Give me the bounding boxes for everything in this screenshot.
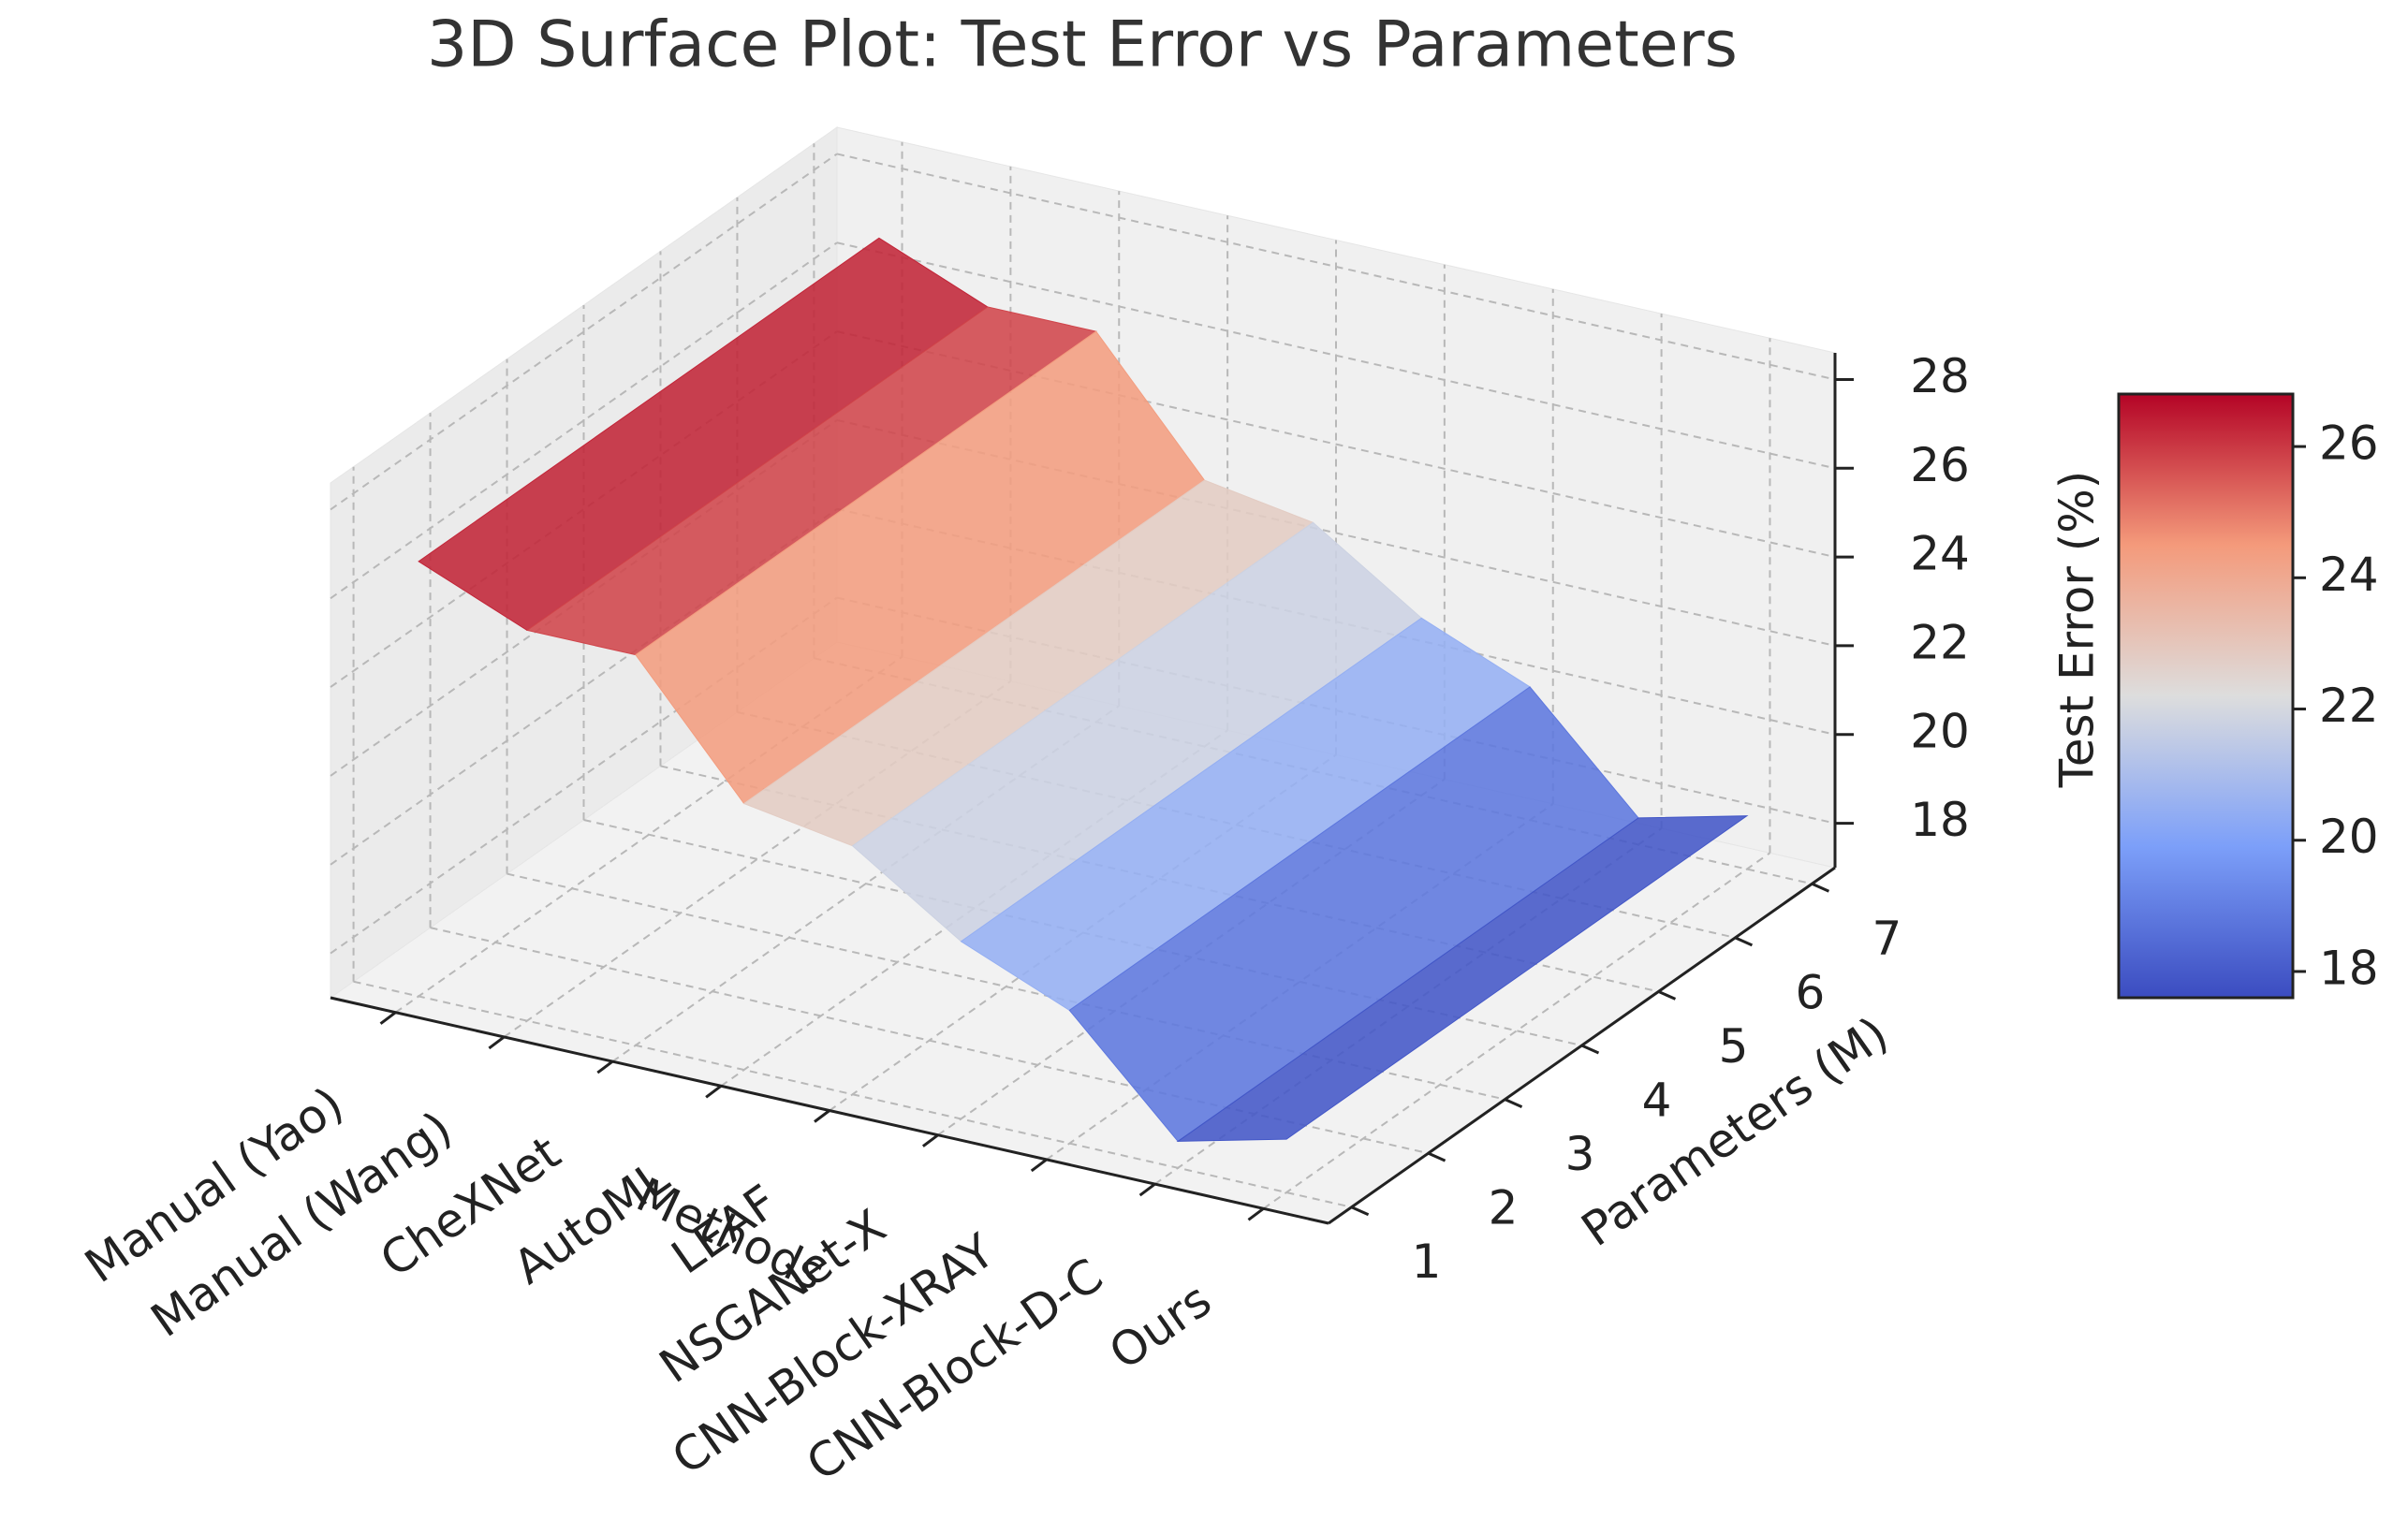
x-tick: [705, 1085, 723, 1099]
z-tick-label: 26: [1910, 438, 1970, 492]
y-tick: [1427, 1151, 1446, 1162]
y-tick-label: 3: [1565, 1127, 1595, 1181]
colorbar-label: Test Error (%): [2050, 471, 2105, 789]
y-tick: [1811, 882, 1830, 893]
colorbar: [2117, 392, 2295, 1000]
x-tick-label: Ours: [1099, 1273, 1221, 1381]
y-tick-label: 5: [1719, 1019, 1749, 1074]
colorbar-tick-label: 26: [2319, 417, 2379, 471]
x-tick: [921, 1133, 939, 1147]
surface-face: [1176, 815, 1749, 1142]
grid-line: [836, 153, 1836, 381]
x-axis-label: Methods: [628, 1167, 832, 1301]
y-tick-label: 6: [1796, 965, 1826, 1019]
x-tick: [488, 1035, 506, 1050]
y-tick: [1657, 990, 1677, 1001]
grid-line: [353, 980, 1352, 1208]
y-tick-label: 1: [1412, 1235, 1442, 1289]
z-tick-label: 22: [1910, 615, 1970, 669]
colorbar-tick-label: 24: [2319, 548, 2379, 602]
x-tick: [814, 1109, 830, 1123]
grid-line: [330, 241, 838, 600]
y-tick: [1580, 1044, 1600, 1055]
x-tick: [596, 1060, 614, 1074]
chart-title: 3D Surface Plot: Test Error vs Parameter…: [427, 8, 1738, 82]
colorbar-tick-label: 20: [2319, 810, 2379, 864]
grid-line: [1262, 852, 1771, 1210]
y-tick: [1350, 1206, 1370, 1217]
y-tick: [1504, 1098, 1523, 1108]
x-tick: [1138, 1182, 1156, 1197]
grid-line: [330, 153, 838, 511]
x-tick: [379, 1011, 397, 1025]
z-tick-label: 20: [1910, 704, 1970, 758]
x-tick: [1247, 1207, 1265, 1221]
z-tick-label: 28: [1910, 349, 1970, 403]
grid-line: [836, 241, 1836, 470]
y-tick-label: 2: [1489, 1181, 1519, 1235]
x-tick: [1030, 1158, 1048, 1173]
z-tick-label: 24: [1910, 527, 1970, 581]
z-tick-label: 18: [1910, 793, 1970, 847]
y-tick-label: 4: [1642, 1074, 1672, 1128]
colorbar-tick-label: 22: [2319, 679, 2379, 733]
colorbar-tick-label: 18: [2319, 941, 2379, 995]
y-tick-label: 7: [1872, 912, 1902, 966]
y-tick: [1734, 936, 1754, 947]
